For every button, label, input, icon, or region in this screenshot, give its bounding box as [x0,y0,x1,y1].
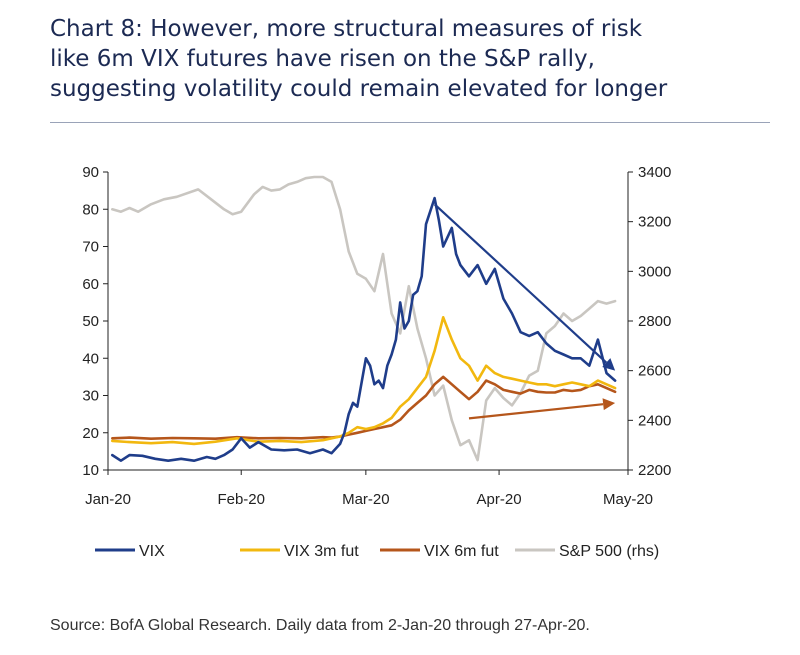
vix-spx-line-chart: 10 20 30 40 50 60 70 80 90 2200 2400 2600 2800 3000 32… [82,164,671,560]
title-divider [50,122,770,123]
x-tick-label: Mar-20 [342,491,390,508]
legend-label-3: VIX 6m fut [424,543,499,560]
trend-arrow-head-2 [602,398,616,411]
left-y-tick-label: 10 [82,462,99,479]
right-y-tick-label: 2600 [638,363,671,380]
left-y-tick-label: 50 [82,313,99,330]
chart-series-lines [111,175,617,463]
legend-label-2: VIX 3m fut [284,543,359,560]
left-y-tick-label: 80 [82,201,99,218]
series-line-spx [111,175,617,462]
source-note: Source: BofA Global Research. Daily data… [50,617,590,634]
trend-arrow-head-1 [602,358,616,371]
series-line-vix6m [111,375,617,441]
legend-label-4: S&P 500 (rhs) [559,543,659,560]
left-y-tick-label: 60 [82,276,99,293]
x-tick-label: Apr-20 [477,491,522,508]
left-y-tick-label: 30 [82,388,99,405]
x-tick-label: May-20 [603,491,653,508]
chart-legend: VIX VIX 3m fut VIX 6m fut S&P 500 (rhs) [95,543,659,560]
series-line-vix3m [111,315,617,446]
left-y-tick-label: 40 [82,350,99,367]
right-y-tick-label: 3200 [638,214,671,231]
right-y-tick-label: 2200 [638,462,671,479]
x-tick-label: Feb-20 [217,491,265,508]
chart-title-line-1: Chart 8: However, more structural measur… [50,16,643,42]
legend-label-1: VIX [139,543,165,560]
x-tick-label: Jan-20 [85,491,131,508]
trend-arrow-line-2 [468,403,604,420]
chart-title-line-2: like 6m VIX futures have risen on the S&… [50,46,595,72]
right-y-tick-label: 2400 [638,412,671,429]
left-y-tick-label: 20 [82,425,99,442]
left-y-tick-label: 70 [82,239,99,256]
trend-arrow-line-1 [433,203,608,364]
series-line-vix [111,196,617,463]
chart-axes: 10 20 30 40 50 60 70 80 90 2200 2400 2600 2800 3000 32… [82,164,671,508]
left-y-tick-label: 90 [82,164,99,181]
chart-annotation-arrows [433,203,616,420]
chart-title: Chart 8: However, more structural measur… [50,14,750,104]
right-y-tick-label: 3400 [638,164,671,181]
chart-title-line-3: suggesting volatility could remain eleva… [50,76,668,102]
right-y-tick-label: 2800 [638,313,671,330]
right-y-tick-label: 3000 [638,263,671,280]
